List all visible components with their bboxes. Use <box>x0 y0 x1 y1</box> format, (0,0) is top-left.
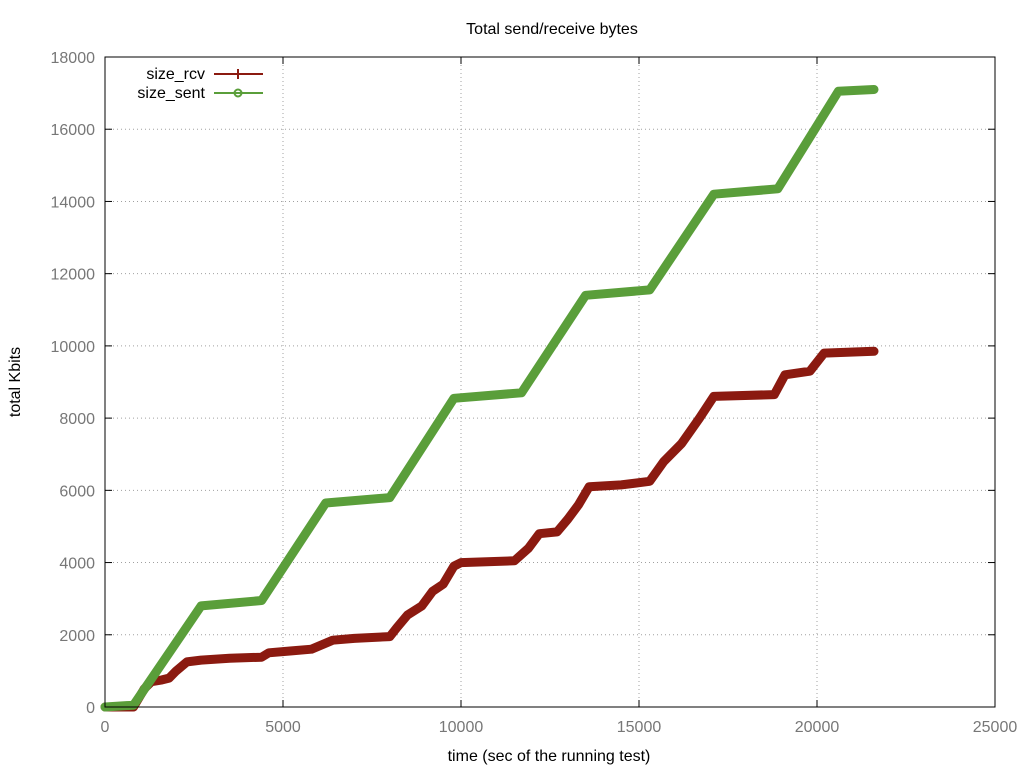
x-tick-label: 25000 <box>973 719 1018 736</box>
y-tick-label: 4000 <box>59 556 95 573</box>
series-line-size_sent <box>100 85 879 712</box>
grid <box>105 57 995 707</box>
x-tick-label: 10000 <box>439 719 484 736</box>
chart-title: Total send/receive bytes <box>466 21 638 38</box>
y-tick-label: 18000 <box>51 50 96 67</box>
legend: size_rcv size_sent <box>137 66 263 102</box>
y-tick-label: 2000 <box>59 628 95 645</box>
legend-marker-plus <box>233 69 243 79</box>
x-tick-label: 20000 <box>795 719 840 736</box>
y-tick-label: 10000 <box>51 339 96 356</box>
y-tick-label: 8000 <box>59 411 95 428</box>
legend-marker-circle <box>233 88 243 98</box>
x-tick-label: 15000 <box>617 719 662 736</box>
legend-label-size_sent: size_sent <box>137 85 205 102</box>
x-axis-label: time (sec of the running test) <box>448 748 651 765</box>
y-tick-label: 6000 <box>59 483 95 500</box>
y-axis-label: total Kbits <box>7 347 24 417</box>
x-tick-label: 5000 <box>265 719 301 736</box>
series-line-size_rcv <box>100 346 879 712</box>
x-tick-label: 0 <box>101 719 110 736</box>
ticks: 0 5000 10000 15000 20000 25000 0 2000 4000 6000 80… <box>51 50 1018 736</box>
plot-frame <box>104 56 996 708</box>
y-tick-label: 14000 <box>51 194 96 211</box>
y-tick-label: 12000 <box>51 267 96 284</box>
y-tick-label: 16000 <box>51 122 96 139</box>
series-layer <box>100 85 879 712</box>
legend-label-size_rcv: size_rcv <box>146 66 205 83</box>
y-tick-label: 0 <box>86 700 95 717</box>
